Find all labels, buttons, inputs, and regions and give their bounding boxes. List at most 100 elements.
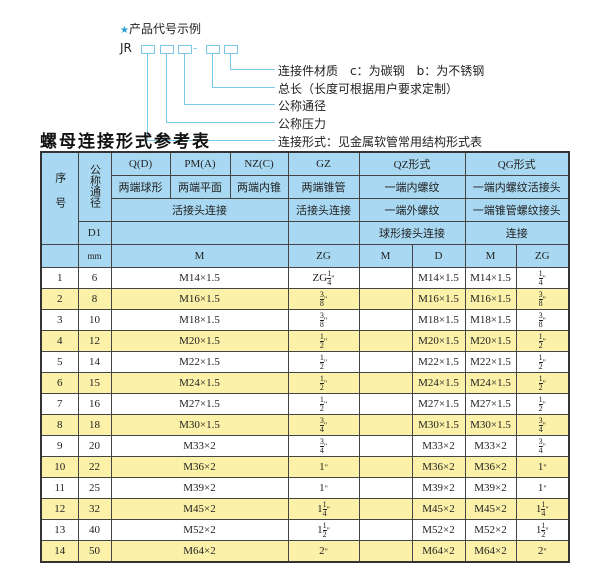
cell-m: M20×1.5 bbox=[110, 330, 289, 352]
header-gz-union: 活接头连接 bbox=[287, 198, 360, 222]
code-box bbox=[141, 45, 155, 54]
cell-qg-m: M39×2 bbox=[464, 477, 517, 499]
cell-qg-m: M20×1.5 bbox=[464, 330, 517, 352]
cell-dn: 15 bbox=[77, 372, 112, 394]
table-row: 13 40 M52×2 1 1 2 " M52×2 M52×2 1 1 2 " bbox=[40, 519, 570, 541]
legend-nominal-pressure: 公称压力 bbox=[278, 117, 327, 131]
cell-zg: 3 8 " bbox=[287, 288, 360, 310]
cell-zg: 1 2 " bbox=[287, 330, 360, 352]
header-pm: PM(A) bbox=[169, 151, 231, 176]
cell-dn: 12 bbox=[77, 330, 112, 352]
header-blank bbox=[287, 221, 360, 245]
table-row: 5 14 M22×1.5 1 2 " M22×1.5 M22×1.5 1 2 " bbox=[40, 351, 570, 373]
table-row: 4 12 M20×1.5 1 2 " M20×1.5 M20×1.5 1 2 " bbox=[40, 330, 570, 352]
cell-m: M33×2 bbox=[110, 435, 289, 457]
cell-seq: 10 bbox=[40, 456, 79, 478]
cell-qz-m bbox=[358, 351, 413, 373]
cell-zg: 1 2 " bbox=[287, 393, 360, 415]
cell-seq: 12 bbox=[40, 498, 79, 520]
legend-nominal-diameter: 公称通径 bbox=[278, 99, 327, 113]
cell-seq: 13 bbox=[40, 519, 79, 541]
cell-qz-m bbox=[358, 456, 413, 478]
cell-seq: 6 bbox=[40, 372, 79, 394]
cell-zg: 2" bbox=[287, 540, 360, 563]
cell-qg-m: M14×1.5 bbox=[464, 267, 517, 289]
cell-qg-zg: 2" bbox=[515, 540, 570, 563]
cell-qg-m: M45×2 bbox=[464, 498, 517, 520]
cell-qz-d: M20×1.5 bbox=[411, 330, 466, 352]
cell-m: M52×2 bbox=[110, 519, 289, 541]
header-zg: ZG bbox=[287, 244, 360, 268]
cell-zg: 1 2 " bbox=[287, 372, 360, 394]
header-m: M bbox=[110, 244, 289, 268]
cell-seq: 2 bbox=[40, 288, 79, 310]
cell-qz-m bbox=[358, 540, 413, 563]
header-d1: D1 bbox=[77, 221, 112, 245]
code-prefix: JR bbox=[120, 41, 132, 55]
header-qg: QG形式 bbox=[464, 151, 570, 176]
cell-qg-zg: 1 2 " bbox=[515, 372, 570, 394]
star-icon: ★ bbox=[120, 25, 129, 36]
cell-zg: ZG 1 4 " bbox=[287, 267, 360, 289]
table-row: 7 16 M27×1.5 1 2 " M27×1.5 M27×1.5 1 2 " bbox=[40, 393, 570, 415]
header-blank bbox=[110, 221, 289, 245]
cell-qz-m bbox=[358, 519, 413, 541]
cell-dn: 25 bbox=[77, 477, 112, 499]
cell-qz-d: M14×1.5 bbox=[411, 267, 466, 289]
cell-m: M30×1.5 bbox=[110, 414, 289, 436]
header-pm-desc: 两端平面 bbox=[169, 175, 231, 199]
cell-qg-m: M16×1.5 bbox=[464, 288, 517, 310]
cell-qz-d: M16×1.5 bbox=[411, 288, 466, 310]
cell-m: M39×2 bbox=[110, 477, 289, 499]
cell-dn: 50 bbox=[77, 540, 112, 563]
cell-zg: 1" bbox=[287, 456, 360, 478]
cell-qg-zg: 1 1 4 " bbox=[515, 498, 570, 520]
cell-qg-m: M33×2 bbox=[464, 435, 517, 457]
cell-qz-m bbox=[358, 477, 413, 499]
cell-qz-d: M18×1.5 bbox=[411, 309, 466, 331]
cell-dn: 20 bbox=[77, 435, 112, 457]
header-gz-desc: 两端锥管 bbox=[287, 175, 360, 199]
cell-qg-m: M30×1.5 bbox=[464, 414, 517, 436]
cell-m: M14×1.5 bbox=[110, 267, 289, 289]
cell-seq: 14 bbox=[40, 540, 79, 563]
cell-seq: 1 bbox=[40, 267, 79, 289]
cell-qg-zg: 3 8 " bbox=[515, 288, 570, 310]
table-row: 1 6 M14×1.5 ZG 1 4 " M14×1.5 M14×1.5 1 4 " bbox=[40, 267, 570, 289]
code-box bbox=[160, 45, 174, 54]
header-qz-desc2: 一端外螺纹 bbox=[358, 198, 466, 222]
table-row: 14 50 M64×2 2" M64×2 M64×2 2" bbox=[40, 540, 570, 563]
cell-qg-zg: 3 8 " bbox=[515, 309, 570, 331]
cell-dn: 14 bbox=[77, 351, 112, 373]
table-row: 2 8 M16×1.5 3 8 " M16×1.5 M16×1.5 3 8 " bbox=[40, 288, 570, 310]
cell-seq: 11 bbox=[40, 477, 79, 499]
cell-qg-zg: 1" bbox=[515, 477, 570, 499]
cell-m: M36×2 bbox=[110, 456, 289, 478]
header-qg-desc2: 一端锥管螺纹接头 bbox=[464, 198, 570, 222]
cell-qz-d: M30×1.5 bbox=[411, 414, 466, 436]
cell-m: M24×1.5 bbox=[110, 372, 289, 394]
cell-zg: 1 2 " bbox=[287, 351, 360, 373]
code-box bbox=[206, 45, 220, 54]
table-row: 3 10 M18×1.5 3 8 " M18×1.5 M18×1.5 3 8 " bbox=[40, 309, 570, 331]
cell-m: M22×1.5 bbox=[110, 351, 289, 373]
header-qz: QZ形式 bbox=[358, 151, 466, 176]
legend-heading: ★产品代号示例 bbox=[120, 20, 201, 37]
cell-qz-m bbox=[358, 267, 413, 289]
table-row: 9 20 M33×2 3 4 " M33×2 M33×2 3 4 " bbox=[40, 435, 570, 457]
code-dash: - bbox=[193, 41, 198, 55]
cell-qg-m: M52×2 bbox=[464, 519, 517, 541]
cell-dn: 10 bbox=[77, 309, 112, 331]
table-row: 8 18 M30×1.5 3 4 " M30×1.5 M30×1.5 3 4 " bbox=[40, 414, 570, 436]
